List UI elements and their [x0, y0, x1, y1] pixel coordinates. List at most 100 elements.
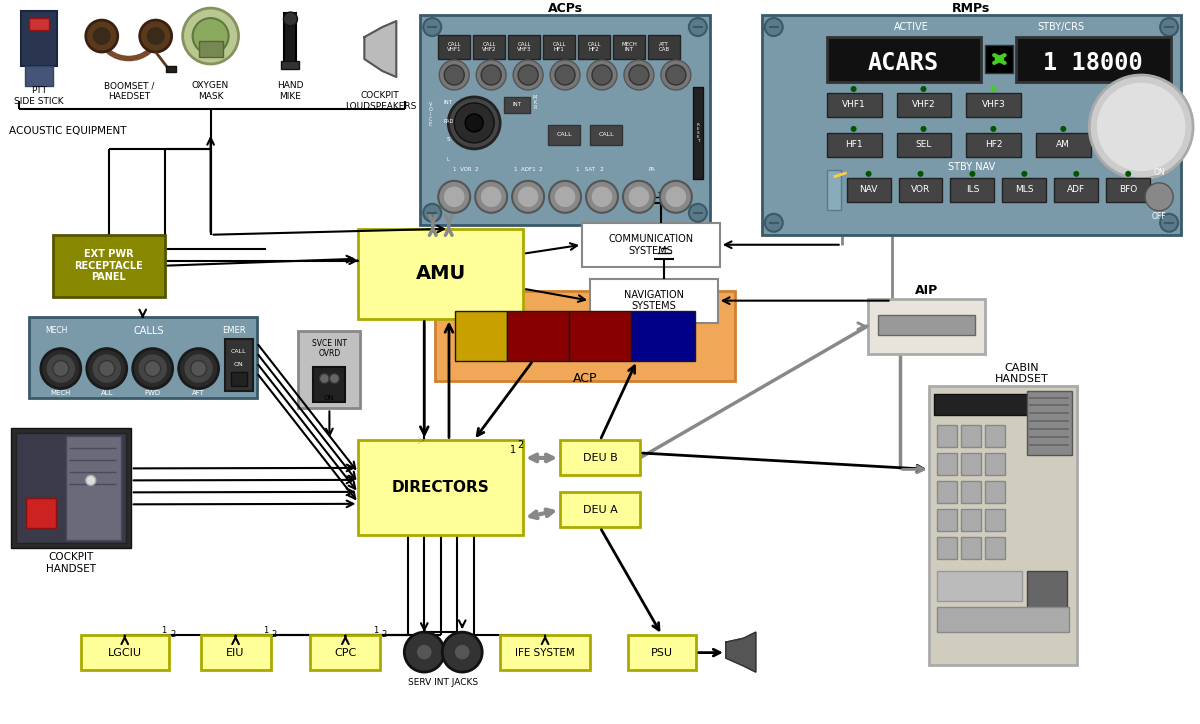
Text: CABIN
HANDSET: CABIN HANDSET: [995, 363, 1049, 384]
Text: BOOMSET /
HAEDSET: BOOMSET / HAEDSET: [103, 81, 154, 101]
Bar: [1002, 178, 1046, 202]
Text: PSU: PSU: [650, 647, 673, 657]
Circle shape: [918, 171, 924, 177]
Circle shape: [466, 114, 484, 132]
Circle shape: [1090, 75, 1193, 179]
Text: RAD: RAD: [443, 119, 454, 125]
Text: 1 18000: 1 18000: [1043, 51, 1144, 75]
Bar: [438, 35, 470, 59]
Text: ACOUSTIC EQUIPMENT: ACOUSTIC EQUIPMENT: [8, 126, 126, 136]
Bar: [961, 509, 982, 531]
Text: L: L: [446, 157, 450, 162]
Bar: [896, 133, 952, 157]
Bar: [827, 133, 882, 157]
Bar: [1106, 178, 1150, 202]
Circle shape: [86, 348, 127, 389]
Text: SEL: SEL: [916, 140, 931, 149]
Circle shape: [424, 203, 442, 222]
Text: PTT
SIDE STICK: PTT SIDE STICK: [14, 86, 64, 106]
Bar: [762, 15, 1181, 235]
Bar: [26, 498, 56, 529]
Circle shape: [424, 18, 442, 36]
Bar: [166, 66, 175, 72]
Text: ATT
CAB: ATT CAB: [659, 42, 670, 52]
Text: CALL: CALL: [230, 349, 246, 354]
Bar: [590, 125, 622, 145]
Circle shape: [330, 374, 340, 384]
Text: HAND
MIKE: HAND MIKE: [277, 81, 304, 101]
Bar: [544, 35, 575, 59]
Bar: [29, 18, 49, 30]
Bar: [224, 339, 252, 390]
Text: COCKPIT
LOUDSPEAKERS: COCKPIT LOUDSPEAKERS: [344, 91, 416, 111]
Text: BFO: BFO: [1120, 185, 1138, 194]
Text: 1  ADF1  2: 1 ADF1 2: [514, 167, 542, 172]
Circle shape: [990, 86, 996, 92]
Text: R
E
S
E
T: R E S E T: [696, 123, 700, 143]
Text: HF1: HF1: [845, 140, 863, 149]
Bar: [25, 66, 53, 86]
Text: AFT: AFT: [192, 390, 205, 395]
Bar: [1055, 178, 1098, 202]
Bar: [937, 509, 958, 531]
Bar: [937, 571, 1022, 601]
Text: ALL: ALL: [101, 390, 113, 395]
Circle shape: [665, 186, 686, 208]
Text: ADF: ADF: [1067, 185, 1085, 194]
Text: ACARS: ACARS: [868, 51, 940, 75]
Bar: [590, 279, 718, 323]
Bar: [631, 311, 695, 361]
Bar: [961, 426, 982, 447]
Circle shape: [587, 60, 617, 90]
Text: MECH: MECH: [46, 326, 68, 335]
Circle shape: [592, 65, 612, 85]
Bar: [937, 537, 958, 559]
Circle shape: [184, 353, 214, 384]
Circle shape: [439, 60, 469, 90]
Circle shape: [481, 65, 502, 85]
Circle shape: [98, 361, 115, 376]
Text: M
K
R: M K R: [533, 96, 538, 111]
Circle shape: [512, 181, 544, 213]
Circle shape: [623, 181, 655, 213]
Text: NAVIGATION
SYSTEMS: NAVIGATION SYSTEMS: [624, 290, 684, 311]
Text: CALL
VHF3: CALL VHF3: [517, 42, 532, 52]
Circle shape: [443, 632, 482, 672]
Circle shape: [550, 181, 581, 213]
Circle shape: [1160, 18, 1178, 36]
Text: 1   SAT   2: 1 SAT 2: [576, 167, 604, 172]
Text: 2: 2: [272, 630, 277, 639]
Text: ACPs: ACPs: [547, 1, 582, 14]
Circle shape: [660, 181, 692, 213]
Circle shape: [416, 644, 432, 660]
Bar: [508, 35, 540, 59]
Bar: [930, 385, 1078, 665]
Text: S: S: [446, 138, 450, 143]
Circle shape: [480, 186, 502, 208]
Text: CALLS: CALLS: [133, 326, 164, 336]
Circle shape: [628, 186, 650, 208]
Text: ACTIVE: ACTIVE: [894, 22, 929, 32]
Circle shape: [455, 103, 494, 143]
Bar: [985, 537, 1006, 559]
Text: INT: INT: [512, 103, 522, 107]
Bar: [284, 13, 296, 65]
Bar: [230, 371, 246, 385]
Circle shape: [182, 8, 239, 64]
Text: ON: ON: [1153, 169, 1165, 177]
Bar: [985, 481, 1006, 503]
Text: EIU: EIU: [227, 647, 245, 657]
Bar: [53, 235, 164, 297]
Bar: [628, 635, 696, 670]
Bar: [847, 178, 890, 202]
Text: PA: PA: [649, 167, 655, 172]
Bar: [985, 509, 1006, 531]
Text: FWD: FWD: [145, 390, 161, 395]
Text: CALL
HF2: CALL HF2: [587, 42, 601, 52]
Bar: [560, 440, 640, 476]
Bar: [827, 37, 982, 82]
Circle shape: [41, 348, 80, 389]
Bar: [985, 453, 1006, 476]
Circle shape: [449, 97, 500, 149]
Bar: [937, 481, 958, 503]
